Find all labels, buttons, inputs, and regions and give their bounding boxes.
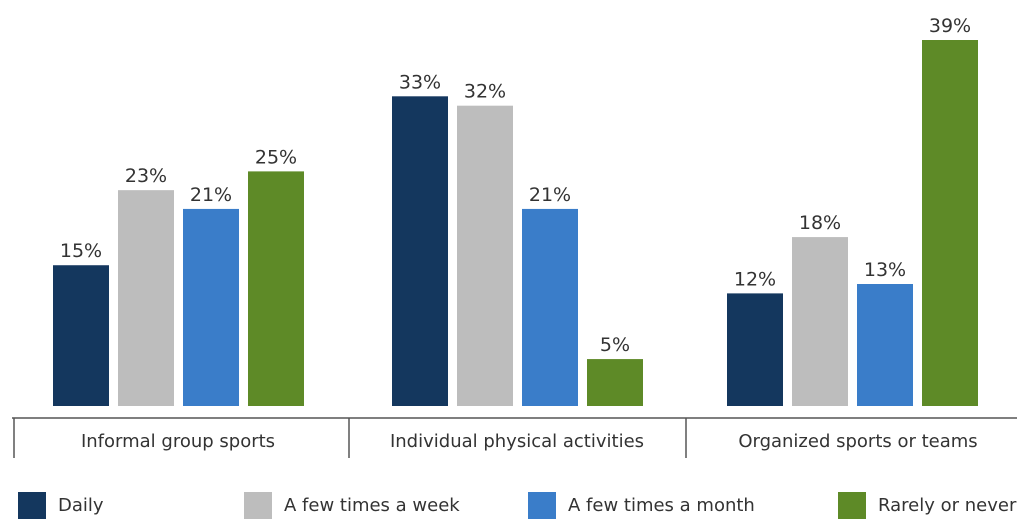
legend-item-rarely-or-never: Rarely or never bbox=[838, 492, 1016, 519]
bar-informal-group-sports-a-few-times-a-week bbox=[118, 190, 174, 406]
bar-informal-group-sports-a-few-times-a-month bbox=[183, 208, 239, 406]
value-label-individual-physical-activities-a-few-times-a-week: 32% bbox=[464, 81, 506, 103]
bar-individual-physical-activities-daily bbox=[392, 96, 448, 407]
value-label-individual-physical-activities-a-few-times-a-month: 21% bbox=[529, 184, 571, 206]
value-label-organized-sports-or-teams-daily: 12% bbox=[734, 268, 776, 290]
category-label-organized-sports-or-teams: Organized sports or teams bbox=[738, 431, 977, 452]
value-label-individual-physical-activities-rarely-or-never: 5% bbox=[600, 334, 630, 356]
bar-individual-physical-activities-rarely-or-never bbox=[587, 359, 643, 406]
bar-informal-group-sports-rarely-or-never bbox=[248, 171, 304, 406]
category-axis bbox=[12, 417, 1017, 458]
legend-swatch-daily bbox=[18, 492, 46, 519]
legend-item-daily: Daily bbox=[18, 492, 104, 519]
category-label-informal-group-sports: Informal group sports bbox=[81, 431, 275, 452]
bars-group bbox=[53, 40, 978, 407]
value-label-organized-sports-or-teams-a-few-times-a-week: 18% bbox=[799, 212, 841, 234]
bar-individual-physical-activities-a-few-times-a-week bbox=[457, 105, 513, 406]
bar-organized-sports-or-teams-daily bbox=[727, 293, 783, 406]
value-label-informal-group-sports-rarely-or-never: 25% bbox=[255, 146, 297, 168]
value-label-informal-group-sports-daily: 15% bbox=[60, 240, 102, 262]
bar-organized-sports-or-teams-a-few-times-a-week bbox=[792, 237, 848, 406]
legend-item-a-few-times-a-month: A few times a month bbox=[528, 492, 755, 519]
legend-swatch-a-few-times-a-week bbox=[244, 492, 272, 519]
legend-swatch-rarely-or-never bbox=[838, 492, 866, 519]
legend-item-a-few-times-a-week: A few times a week bbox=[244, 492, 460, 519]
legend-label-a-few-times-a-month: A few times a month bbox=[568, 495, 755, 516]
legend-label-a-few-times-a-week: A few times a week bbox=[284, 495, 460, 516]
value-label-organized-sports-or-teams-rarely-or-never: 39% bbox=[929, 15, 971, 37]
bar-chart: 15% 23% 21% 25% 33% 32% 21% 5% 12% 18% 13% 39% Info… bbox=[12, 15, 1017, 458]
bar-individual-physical-activities-a-few-times-a-month bbox=[522, 208, 578, 406]
legend: Daily A few times a week A few times a mon… bbox=[0, 492, 1017, 519]
legend-label-rarely-or-never: Rarely or never bbox=[878, 495, 1017, 516]
value-label-informal-group-sports-a-few-times-a-week: 23% bbox=[125, 165, 167, 187]
bar-informal-group-sports-daily bbox=[53, 265, 109, 406]
category-labels-group: Informal group sports Individual physical… bbox=[81, 431, 978, 452]
value-label-informal-group-sports-a-few-times-a-month: 21% bbox=[190, 184, 232, 206]
bar-organized-sports-or-teams-a-few-times-a-month bbox=[857, 284, 913, 406]
category-label-individual-physical-activities: Individual physical activities bbox=[390, 431, 644, 452]
bar-organized-sports-or-teams-rarely-or-never bbox=[922, 40, 978, 406]
legend-label-daily: Daily bbox=[58, 495, 104, 516]
value-label-individual-physical-activities-daily: 33% bbox=[399, 71, 441, 93]
value-label-organized-sports-or-teams-a-few-times-a-month: 13% bbox=[864, 259, 906, 281]
legend-swatch-a-few-times-a-month bbox=[528, 492, 556, 519]
value-labels-group: 15% 23% 21% 25% 33% 32% 21% 5% 12% 18% 13% 39% bbox=[60, 15, 971, 356]
